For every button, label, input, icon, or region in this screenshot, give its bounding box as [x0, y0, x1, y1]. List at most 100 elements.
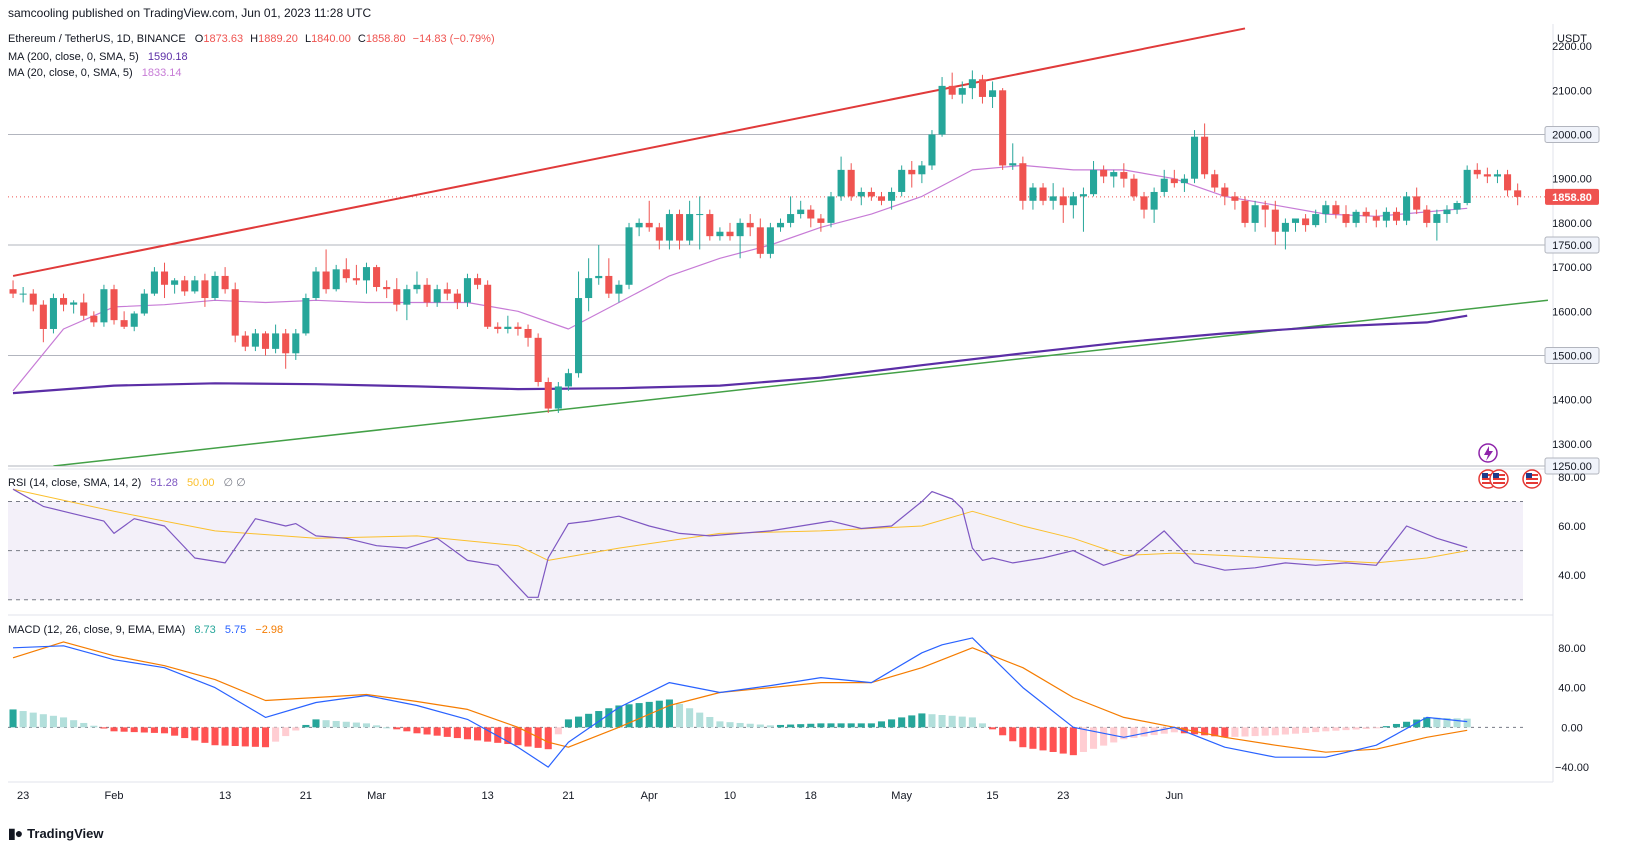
us-flag-icon[interactable]	[1489, 469, 1509, 489]
macd-histogram-bar	[29, 712, 37, 728]
price-tick-label: 1400.00	[1552, 395, 1592, 407]
macd-histogram-bar	[1019, 727, 1027, 748]
candle-body	[191, 280, 199, 292]
candle-body	[100, 289, 108, 323]
macd-histogram-bar	[1211, 727, 1219, 737]
chart-canvas[interactable]: 2200.00 2100.00 1900.00 1800.00 1700.00 1600.…	[0, 24, 1633, 824]
candle-body	[837, 169, 845, 197]
time-axis: 23 Feb 13 21 Mar 13 21 Apr 10 18 May 15 23 Jun	[17, 790, 1183, 802]
macd-histogram-bar	[241, 727, 249, 747]
macd-histogram-bar	[342, 721, 350, 728]
macd-histogram-bar	[1423, 717, 1431, 728]
candle-body	[1019, 163, 1027, 201]
lightning-icon[interactable]	[1478, 443, 1498, 463]
candle-body	[342, 269, 350, 279]
candle-body	[655, 227, 663, 241]
price-tick-label: 1900.00	[1552, 174, 1592, 186]
macd-histogram-bar	[272, 727, 280, 742]
candle-body	[1211, 174, 1219, 188]
candle-body	[908, 169, 916, 175]
macd-line	[12, 637, 1468, 768]
candle-body	[1221, 187, 1229, 197]
candle-body	[1029, 187, 1037, 201]
candle-body	[867, 191, 875, 197]
candle-body	[292, 333, 300, 354]
macd-histogram-bar	[1170, 727, 1178, 733]
macd-histogram-bar	[120, 727, 128, 732]
macd-histogram-bar	[776, 724, 785, 728]
candle-body	[726, 231, 734, 237]
time-axis-label: Feb	[105, 790, 124, 802]
us-flag-icon[interactable]	[1522, 469, 1542, 489]
macd-histogram-bar	[585, 713, 593, 728]
macd-histogram-bar	[60, 717, 68, 728]
macd-histogram-bar	[1443, 718, 1451, 728]
candle-body	[423, 284, 431, 303]
macd-histogram-bar	[90, 725, 98, 728]
candle-body	[1392, 211, 1401, 221]
macd-histogram-bar	[433, 727, 441, 736]
macd-histogram-bar	[130, 727, 138, 733]
candle-body	[575, 298, 583, 374]
price-tick-label: 1800.00	[1552, 218, 1592, 230]
candle-body	[766, 227, 774, 254]
ma200-legend[interactable]: MA (200, close, 0, SMA, 5) 1590.18	[8, 51, 188, 63]
event-icons[interactable]	[1478, 443, 1542, 489]
macd-histogram-bar	[605, 708, 613, 728]
candle-body	[1271, 209, 1279, 232]
price-tick-label: 2200.00	[1552, 41, 1592, 53]
macd-histogram-bar	[756, 724, 764, 728]
candle-body	[585, 278, 593, 299]
macd-histogram-bar	[19, 711, 27, 728]
candle-body	[1110, 172, 1118, 177]
candle-body	[70, 302, 78, 305]
rsi-plot	[12, 488, 1468, 598]
candle-body	[1322, 205, 1330, 215]
macd-histogram-bar	[746, 723, 754, 728]
last-price-tag	[1545, 188, 1599, 205]
candle-body	[686, 214, 694, 241]
macd-histogram-bar	[1342, 727, 1350, 731]
candle-body	[1160, 178, 1168, 192]
rsi-legend[interactable]: RSI (14, close, SMA, 14, 2) 51.28 50.00 …	[8, 477, 246, 489]
macd-histogram-bar	[504, 727, 512, 745]
macd-histogram-bar	[595, 711, 603, 728]
candle-body	[524, 328, 532, 338]
macd-histogram-bar	[989, 727, 997, 730]
candle-body	[443, 289, 451, 294]
candle-body	[776, 222, 785, 228]
candle-body	[362, 267, 371, 281]
time-axis-label: 23	[17, 790, 29, 802]
candle-body	[49, 298, 57, 329]
candle-body	[383, 286, 391, 290]
macd-histogram-bar	[251, 727, 259, 747]
publish-info: samcooling published on TradingView.com,…	[8, 6, 372, 20]
macd-histogram-bar	[1231, 727, 1239, 737]
macd-histogram-bar	[393, 727, 401, 730]
candle-body	[1241, 200, 1249, 223]
candle-body	[817, 218, 825, 223]
candle-body	[322, 271, 330, 290]
macd-histogram-bar	[898, 717, 906, 728]
macd-histogram-bar	[1281, 727, 1289, 735]
macd-histogram-bar	[1241, 727, 1249, 737]
candle-body	[898, 169, 906, 192]
rsi-band	[8, 501, 1523, 600]
footer-brand[interactable]: ▮● TradingView	[8, 825, 104, 842]
macd-histogram-bar	[1392, 723, 1401, 728]
symbol-legend[interactable]: Ethereum / TetherUS, 1D, BINANCE O1873.6…	[8, 33, 495, 45]
candle-body	[1352, 211, 1360, 223]
ma200-line	[12, 314, 1468, 395]
macd-plot	[9, 637, 1471, 768]
time-axis-label: 13	[219, 790, 231, 802]
candle-body	[1130, 178, 1138, 197]
candle-body	[706, 214, 714, 237]
rsi-tick-label: 60.00	[1558, 521, 1586, 533]
macd-legend[interactable]: MACD (12, 26, close, 9, EMA, EMA) 8.73 5…	[8, 624, 283, 636]
macd-histogram-bar	[282, 727, 290, 737]
price-tick-label: 2100.00	[1552, 85, 1592, 97]
ma20-legend[interactable]: MA (20, close, 0, SMA, 5) 1833.14	[8, 67, 182, 79]
macd-histogram-bar	[1382, 726, 1390, 728]
candle-body	[605, 275, 613, 294]
candle-body	[1382, 211, 1390, 221]
